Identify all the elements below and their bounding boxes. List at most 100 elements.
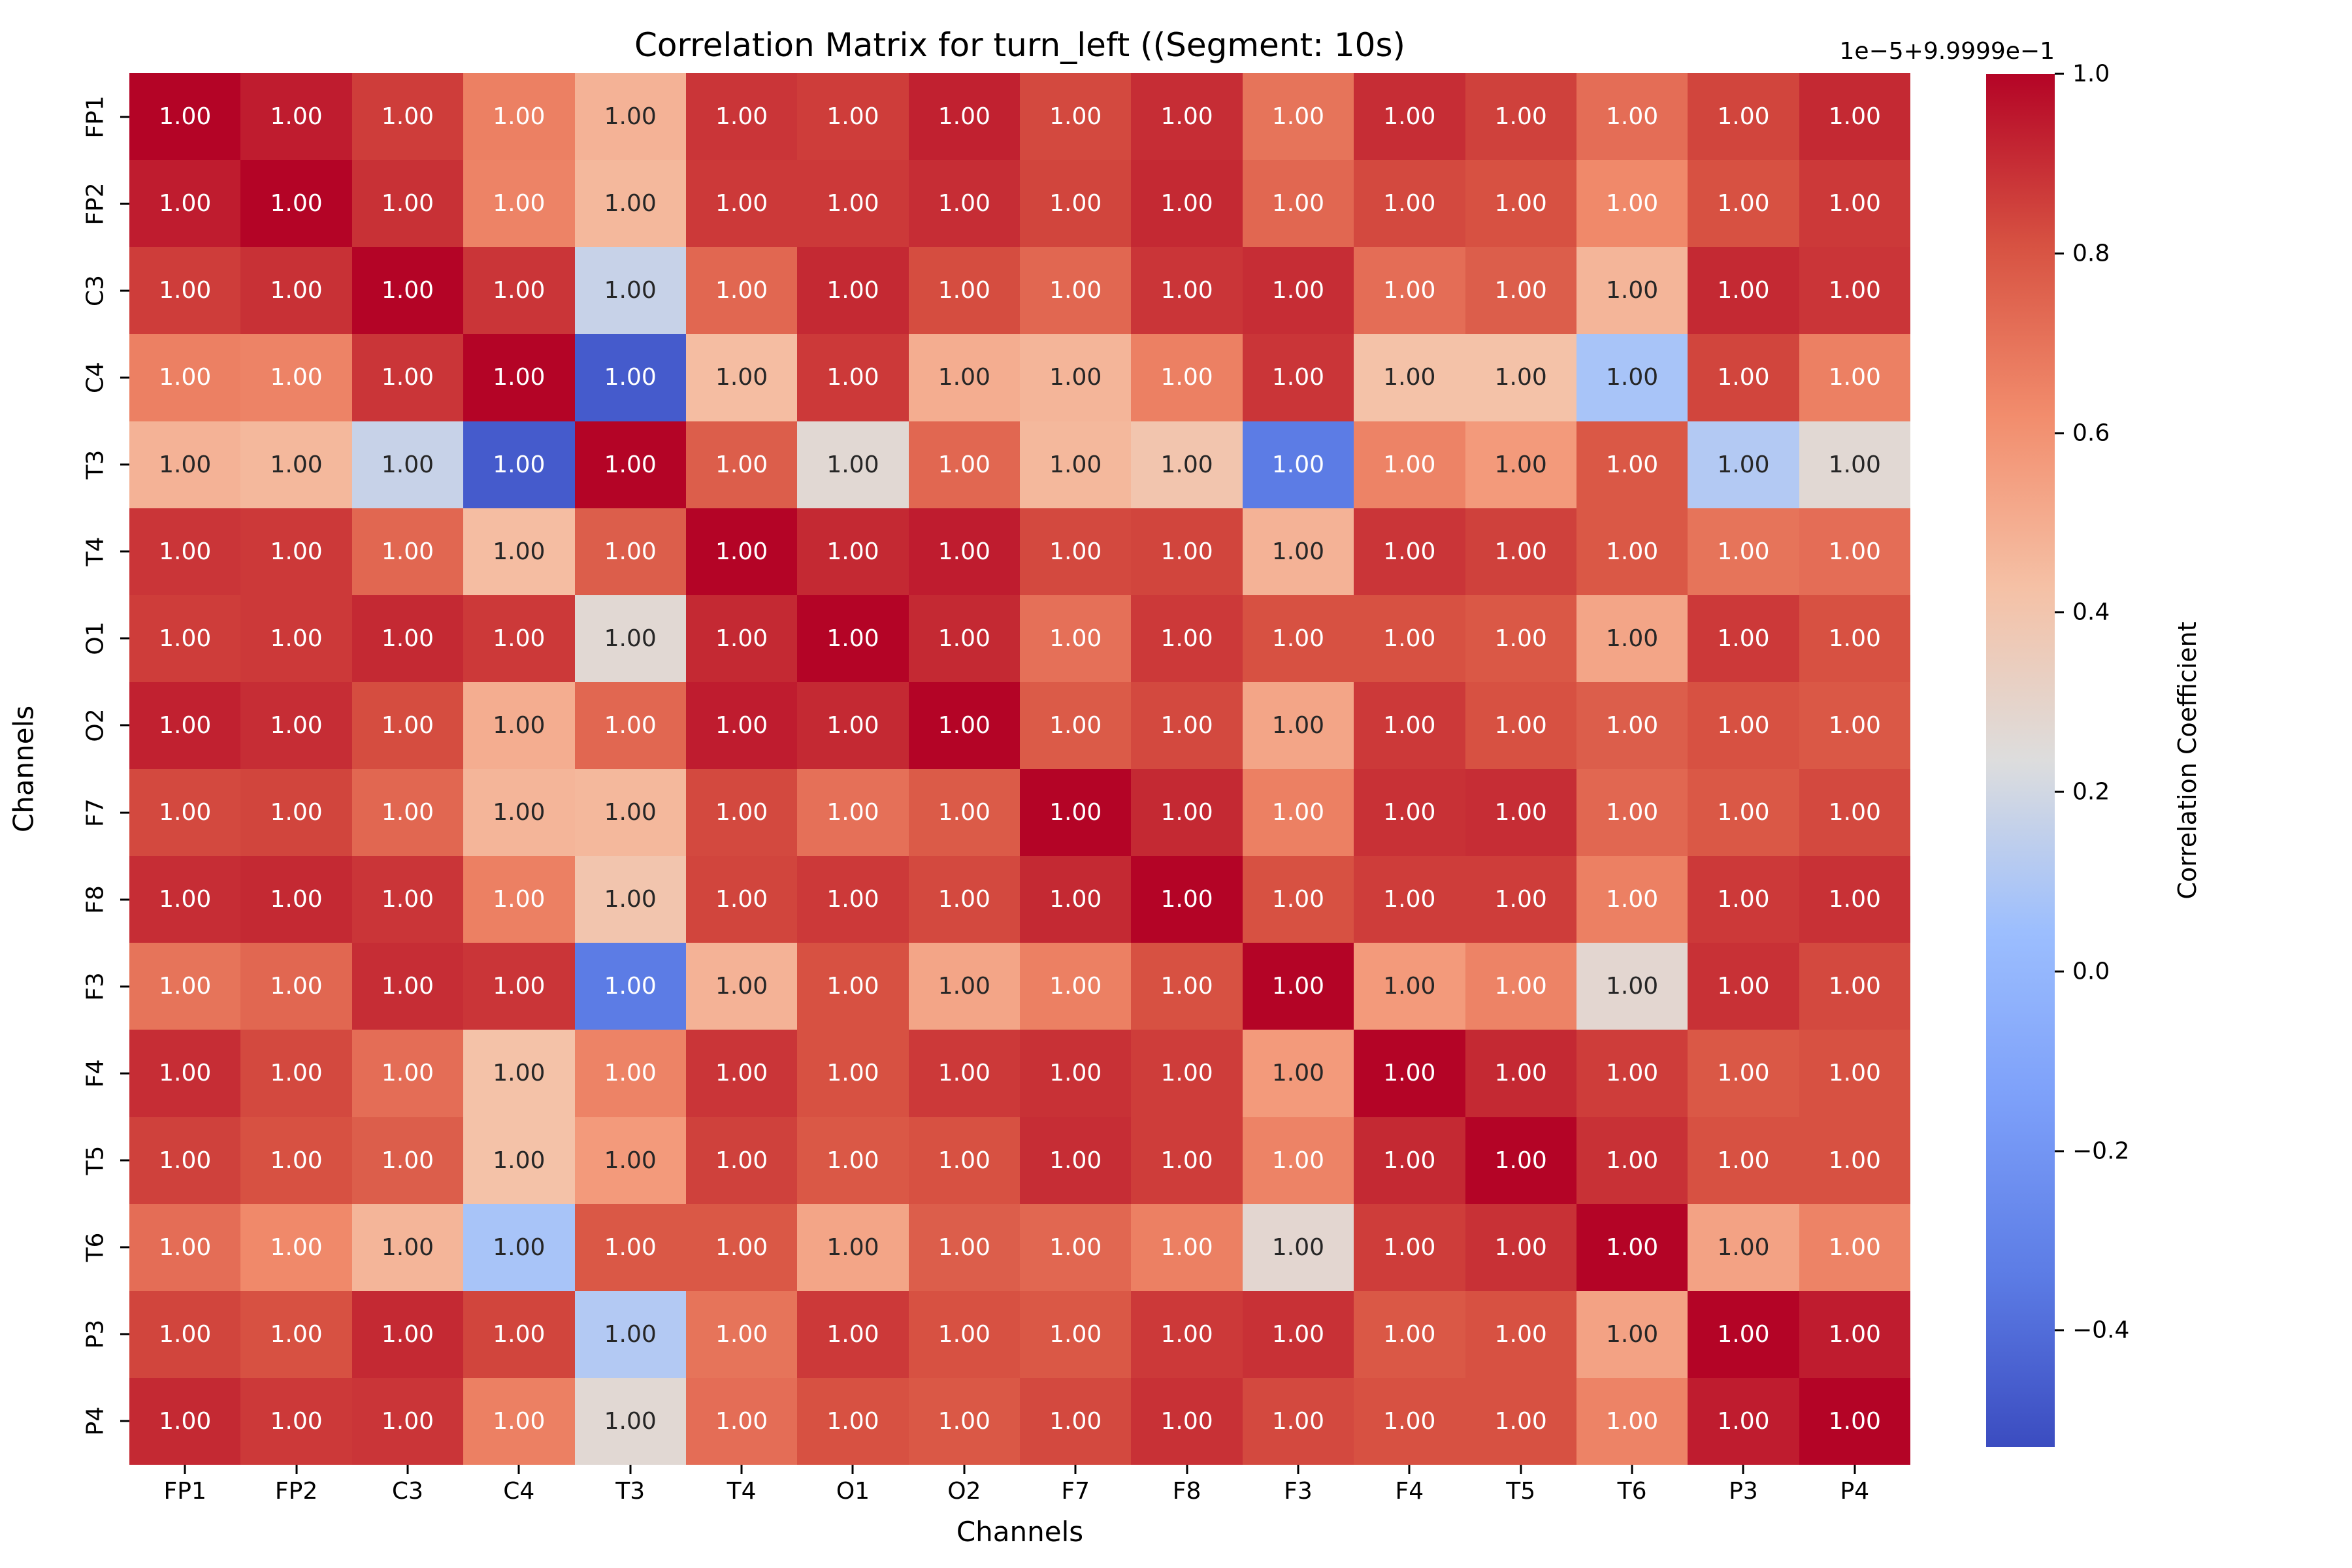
heatmap-cell-P4-F3: 1.00 (1242, 1377, 1354, 1465)
heatmap-cell-F4-T6: 1.00 (1576, 1030, 1688, 1117)
x-tick-label-F8: F8 (1172, 1478, 1201, 1505)
heatmap-cell-P4-O2: 1.00 (908, 1377, 1020, 1465)
heatmap-cell-FP2-T5: 1.00 (1465, 160, 1576, 248)
heatmap-cell-C3-T6: 1.00 (1576, 247, 1688, 335)
y-tick-label-C4: C4 (82, 361, 109, 393)
x-tick-label-T3: T3 (615, 1478, 645, 1505)
heatmap-cell-C3-FP1: 1.00 (129, 247, 241, 335)
heatmap-cell-FP2-F7: 1.00 (1020, 160, 1132, 248)
colorbar-tick-label-1.0: 1.0 (2072, 60, 2110, 88)
y-tick-mark (120, 637, 129, 640)
heatmap-cell-T4-F3: 1.00 (1242, 508, 1354, 595)
y-tick-label-F3: F3 (82, 972, 109, 1001)
colorbar-tick-label-−0.2: −0.2 (2072, 1137, 2130, 1165)
x-tick-mark (629, 1465, 632, 1474)
x-tick-mark (295, 1465, 298, 1474)
heatmap-cell-O2-FP1: 1.00 (129, 681, 241, 769)
colorbar-tick-mark (2055, 252, 2064, 255)
heatmap-cell-F8-O1: 1.00 (797, 856, 909, 943)
heatmap-cell-C4-O1: 1.00 (797, 334, 909, 421)
heatmap-cell-T5-F8: 1.00 (1131, 1117, 1243, 1204)
heatmap-cell-T3-O1: 1.00 (797, 421, 909, 508)
x-tick-mark (406, 1465, 409, 1474)
heatmap-cell-T4-T4: 1.00 (685, 508, 798, 595)
heatmap-cell-F8-T3: 1.00 (574, 856, 686, 943)
heatmap-cell-FP2-O1: 1.00 (797, 160, 909, 248)
x-tick-mark (740, 1465, 743, 1474)
heatmap-cell-T5-FP1: 1.00 (129, 1117, 241, 1204)
heatmap-cell-T6-FP1: 1.00 (129, 1203, 241, 1291)
heatmap-cell-C3-P3: 1.00 (1688, 247, 1799, 335)
x-tick-label-FP1: FP1 (163, 1478, 206, 1505)
y-tick-label-F8: F8 (82, 885, 109, 914)
heatmap-cell-T3-F4: 1.00 (1354, 421, 1465, 508)
heatmap-cell-T5-T3: 1.00 (574, 1117, 686, 1204)
x-tick-mark (963, 1465, 966, 1474)
heatmap-cell-T3-C3: 1.00 (351, 421, 464, 508)
x-tick-label-T4: T4 (727, 1478, 757, 1505)
x-tick-mark (1631, 1465, 1633, 1474)
y-tick-label-F7: F7 (82, 798, 109, 827)
heatmap-cell-P3-F8: 1.00 (1131, 1290, 1243, 1378)
heatmap-cell-F4-FP2: 1.00 (240, 1030, 352, 1117)
heatmap-cell-FP1-T3: 1.00 (574, 73, 686, 161)
heatmap-cell-P4-F8: 1.00 (1131, 1377, 1243, 1465)
heatmap-cell-F4-P4: 1.00 (1799, 1030, 1910, 1117)
colorbar-label: Correlation Coefficient (2173, 621, 2202, 900)
y-tick-label-O2: O2 (82, 708, 109, 743)
heatmap-cell-T6-F4: 1.00 (1354, 1203, 1465, 1291)
heatmap-cell-C3-F8: 1.00 (1131, 247, 1243, 335)
heatmap-cell-C3-F7: 1.00 (1020, 247, 1132, 335)
heatmap-cell-FP2-FP1: 1.00 (129, 160, 241, 248)
heatmap-cell-P4-T6: 1.00 (1576, 1377, 1688, 1465)
heatmap-cell-F7-C3: 1.00 (351, 769, 464, 857)
heatmap-cell-O1-C3: 1.00 (351, 595, 464, 682)
heatmap-cell-O2-O1: 1.00 (797, 681, 909, 769)
heatmap-cell-F4-F8: 1.00 (1131, 1030, 1243, 1117)
heatmap-cell-O2-T4: 1.00 (685, 681, 798, 769)
heatmap-cell-O1-C4: 1.00 (463, 595, 575, 682)
heatmap-cell-T4-T3: 1.00 (574, 508, 686, 595)
heatmap-cell-F8-F4: 1.00 (1354, 856, 1465, 943)
heatmap-cell-O2-F8: 1.00 (1131, 681, 1243, 769)
y-tick-mark (120, 1072, 129, 1075)
heatmap-cell-F3-P3: 1.00 (1688, 943, 1799, 1030)
heatmap-cell-C4-T6: 1.00 (1576, 334, 1688, 421)
heatmap-cell-F8-C4: 1.00 (463, 856, 575, 943)
heatmap-cell-T6-F7: 1.00 (1020, 1203, 1132, 1291)
heatmap-cell-C4-F3: 1.00 (1242, 334, 1354, 421)
heatmap-cell-C3-T5: 1.00 (1465, 247, 1576, 335)
heatmap-cell-FP1-FP2: 1.00 (240, 73, 352, 161)
heatmap-cell-T5-C3: 1.00 (351, 1117, 464, 1204)
heatmap-cell-F4-O2: 1.00 (908, 1030, 1020, 1117)
heatmap-cell-P4-T5: 1.00 (1465, 1377, 1576, 1465)
heatmap-cell-FP2-F3: 1.00 (1242, 160, 1354, 248)
heatmap-cell-O1-F4: 1.00 (1354, 595, 1465, 682)
heatmap-cell-F4-O1: 1.00 (797, 1030, 909, 1117)
colorbar-tick-mark (2055, 970, 2064, 973)
colorbar-tick-label-0.8: 0.8 (2072, 240, 2110, 267)
heatmap-cell-P4-P4: 1.00 (1799, 1377, 1910, 1465)
heatmap-cell-P4-C3: 1.00 (351, 1377, 464, 1465)
heatmap-cell-T4-O2: 1.00 (908, 508, 1020, 595)
colorbar (1986, 74, 2055, 1447)
heatmap-cell-P3-C3: 1.00 (351, 1290, 464, 1378)
heatmap-cell-O2-F4: 1.00 (1354, 681, 1465, 769)
heatmap-cell-T5-O1: 1.00 (797, 1117, 909, 1204)
heatmap-cell-F8-T5: 1.00 (1465, 856, 1576, 943)
heatmap-cell-T3-O2: 1.00 (908, 421, 1020, 508)
heatmap-cell-T4-F7: 1.00 (1020, 508, 1132, 595)
colorbar-tick-label-0.4: 0.4 (2072, 598, 2110, 626)
heatmap-cell-FP1-F4: 1.00 (1354, 73, 1465, 161)
heatmap-cell-F7-F7: 1.00 (1020, 769, 1132, 857)
heatmap-cell-T6-T5: 1.00 (1465, 1203, 1576, 1291)
heatmap-cell-T4-C3: 1.00 (351, 508, 464, 595)
heatmap-cell-T5-T6: 1.00 (1576, 1117, 1688, 1204)
heatmap-cell-O1-FP1: 1.00 (129, 595, 241, 682)
heatmap-cell-F7-T5: 1.00 (1465, 769, 1576, 857)
heatmap-cell-O1-F3: 1.00 (1242, 595, 1354, 682)
x-tick-label-C4: C4 (503, 1478, 535, 1505)
x-tick-label-FP2: FP2 (274, 1478, 318, 1505)
x-tick-mark (1074, 1465, 1077, 1474)
heatmap-cell-O2-P3: 1.00 (1688, 681, 1799, 769)
